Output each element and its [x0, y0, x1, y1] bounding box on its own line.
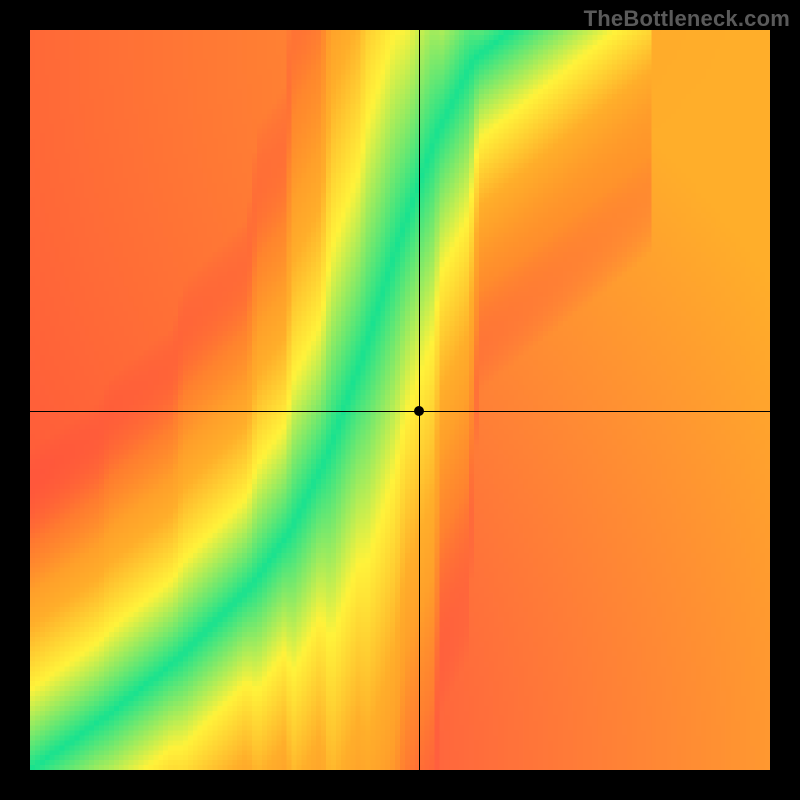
crosshair-marker [414, 406, 424, 416]
chart-container: TheBottleneck.com [0, 0, 800, 800]
source-watermark: TheBottleneck.com [584, 6, 790, 32]
crosshair-vertical [419, 30, 420, 770]
crosshair-horizontal [30, 411, 770, 412]
bottleneck-heatmap [30, 30, 770, 770]
